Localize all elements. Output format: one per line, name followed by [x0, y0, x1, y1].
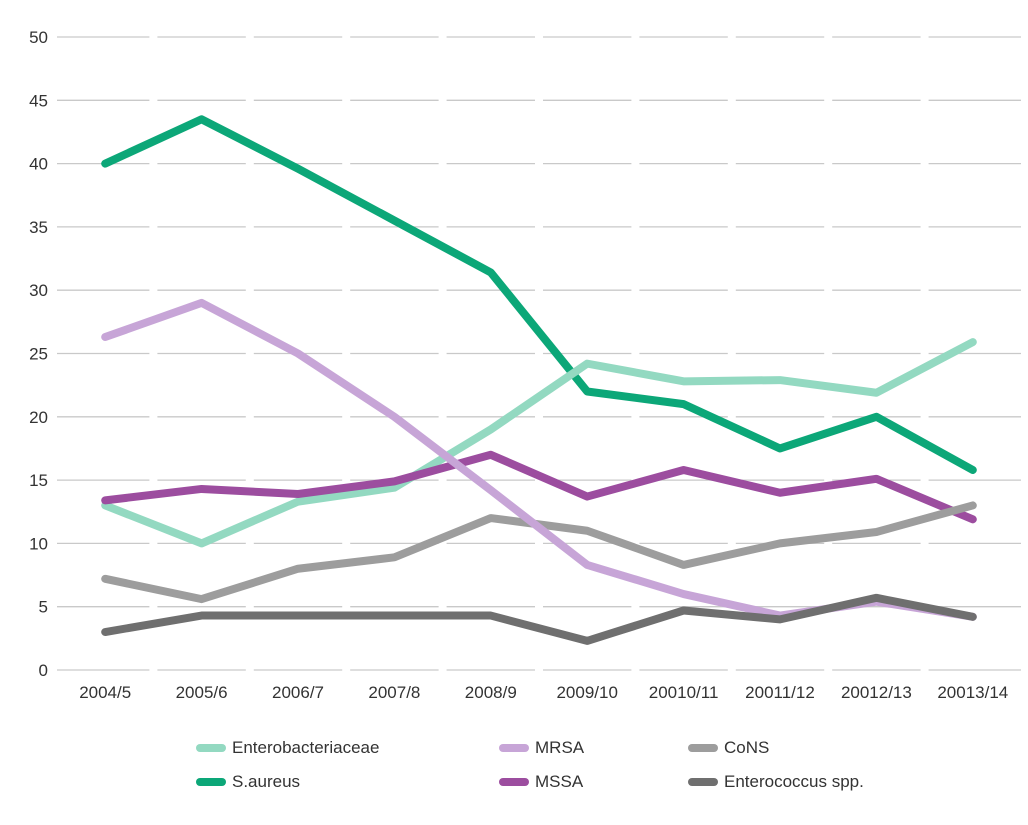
x-axis-tick-label: 20011/12	[745, 683, 815, 702]
legend-label-cons: CoNS	[724, 738, 770, 757]
x-axis-tick-label: 20013/14	[937, 683, 1008, 702]
y-axis-tick-label: 35	[29, 218, 48, 237]
legend-swatch-cons	[688, 744, 718, 752]
x-axis-tick-label: 2004/5	[79, 683, 131, 702]
x-axis-tick-label: 2007/8	[368, 683, 420, 702]
legend-swatch-enterococcus-spp	[688, 778, 718, 786]
legend-item-enterobacteriaceae: Enterobacteriaceae	[196, 738, 379, 758]
line-chart: 0 5 10 15 20 25 30 35 40 45 50 2004/5 2005/6 2006/7 20…	[29, 28, 1021, 702]
legend-item-s-aureus: S.aureus	[196, 772, 300, 792]
legend-label-s-aureus: S.aureus	[232, 772, 301, 791]
y-axis-tick-label: 20	[29, 408, 48, 427]
legend-item-enterococcus-spp: Enterococcus spp.	[688, 772, 864, 792]
legend-label-enterococcus-spp: Enterococcus spp.	[724, 772, 864, 791]
legend-swatch-s-aureus	[196, 778, 226, 786]
x-axis-tick-label: 2005/6	[176, 683, 228, 702]
y-axis-tick-label: 30	[29, 281, 48, 300]
series-line-mrsa	[101, 298, 977, 621]
y-axis-tick-label: 40	[29, 155, 48, 174]
legend-item-mssa: MSSA	[499, 772, 583, 792]
y-axis-tick-label: 0	[39, 661, 48, 680]
y-axis-tick-label: 50	[29, 28, 48, 47]
y-axis-tick-label: 25	[29, 345, 48, 364]
legend-label-mrsa: MRSA	[535, 738, 585, 757]
legend-label-enterobacteriaceae: Enterobacteriaceae	[232, 738, 380, 757]
legend-swatch-mrsa	[499, 744, 529, 752]
legend-label-mssa: MSSA	[535, 772, 584, 791]
legend-swatch-mssa	[499, 778, 529, 786]
legend-item-mrsa: MRSA	[499, 738, 584, 758]
series-line-enterococcus-spp	[101, 593, 977, 645]
series-line-cons	[101, 501, 977, 604]
y-axis-tick-label: 10	[29, 534, 48, 553]
y-axis-tick-label: 45	[29, 91, 48, 110]
x-axis-tick-label: 20010/11	[649, 683, 719, 702]
series-line-s-aureus	[101, 115, 977, 474]
y-axis-tick-label: 15	[29, 471, 48, 490]
x-axis-tick-label: 2008/9	[465, 683, 517, 702]
legend-swatch-enterobacteriaceae	[196, 744, 226, 752]
x-axis-tick-label: 2006/7	[272, 683, 324, 702]
series-line-enterobacteriaceae	[101, 338, 977, 548]
y-axis-tick-label: 5	[39, 598, 48, 617]
x-axis-tick-label: 2009/10	[556, 683, 617, 702]
legend-item-cons: CoNS	[688, 738, 769, 758]
series-line-mssa	[101, 450, 977, 524]
x-axis-tick-label: 20012/13	[841, 683, 912, 702]
